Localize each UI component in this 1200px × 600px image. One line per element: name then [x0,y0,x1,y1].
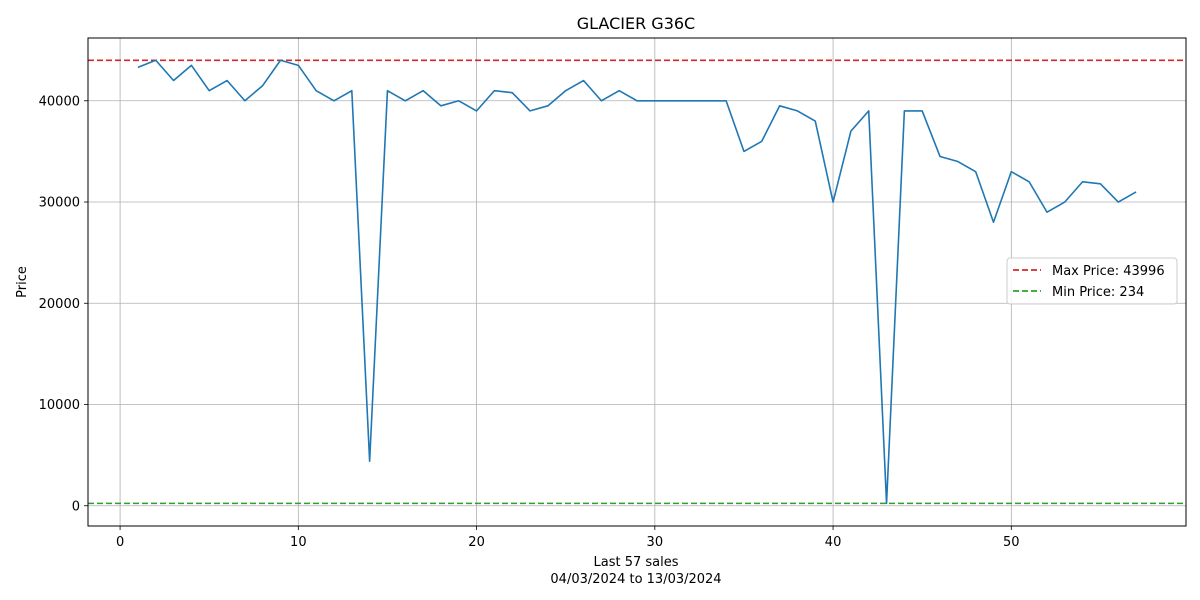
ticks: 0 10 20 30 40 50 0 10000 20000 30000 40000 [39,94,1020,550]
reference-lines [88,59,1186,505]
plot-frame [87,37,1187,527]
y-axis-label: Price [15,266,30,298]
y-tick-label: 20000 [39,297,80,312]
x-tick-label: 30 [647,535,664,550]
legend-label-max: Max Price: 43996 [1052,264,1165,279]
x-tick-label: 50 [1003,535,1020,550]
series-layer [137,59,1137,505]
legend: Max Price: 43996 Min Price: 234 [1006,257,1178,305]
y-tick-label: 40000 [39,94,80,109]
x-axis-sublabel: 04/03/2024 to 13/03/2024 [550,572,721,587]
chart-title: GLACIER G36C [577,14,695,33]
y-tick-label: 0 [72,499,80,514]
price-series-line [137,59,1137,505]
y-tick-label: 30000 [39,196,80,211]
x-axis-label: Last 57 sales [593,555,678,570]
x-tick-label: 40 [825,535,842,550]
x-tick-label: 20 [468,535,485,550]
x-tick-label: 10 [290,535,307,550]
y-tick-label: 10000 [39,398,80,413]
x-tick-label: 0 [116,535,124,550]
legend-box [1006,257,1178,305]
legend-label-min: Min Price: 234 [1052,285,1144,300]
